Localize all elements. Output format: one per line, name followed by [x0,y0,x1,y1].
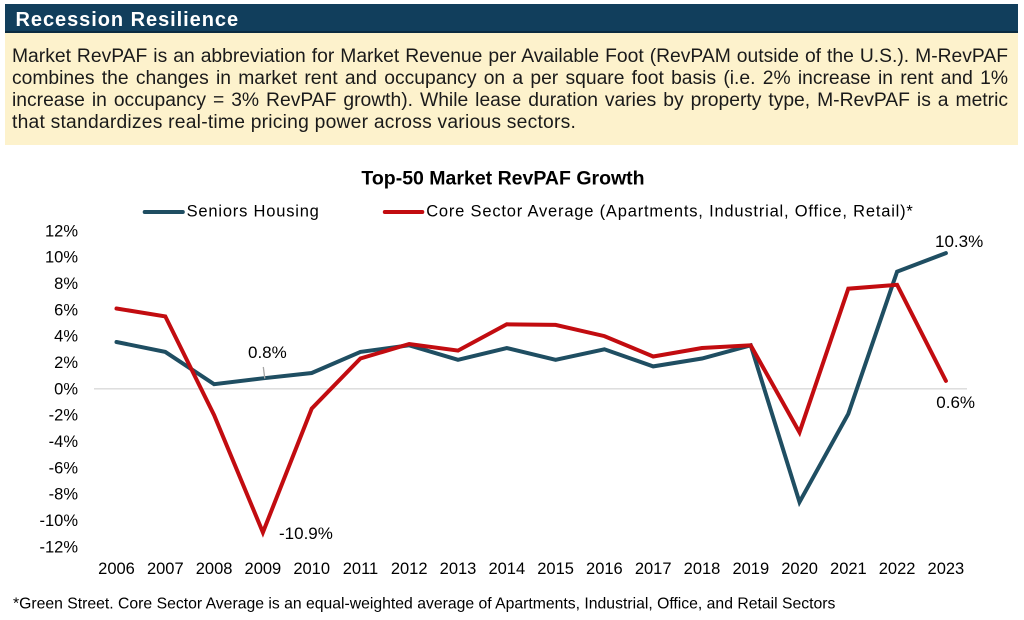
svg-text:8%: 8% [54,275,78,293]
svg-text:-4%: -4% [49,433,79,451]
svg-text:2011: 2011 [343,560,378,578]
svg-text:2009: 2009 [245,560,282,578]
svg-text:2010: 2010 [293,560,330,578]
svg-text:4%: 4% [54,328,78,346]
svg-text:2023: 2023 [928,560,965,578]
svg-text:*Green Street. Core Sector Ave: *Green Street. Core Sector Average is an… [13,596,835,613]
svg-text:0%: 0% [54,380,78,398]
svg-text:10%: 10% [45,249,78,267]
svg-text:-8%: -8% [49,486,79,504]
svg-text:2018: 2018 [684,560,721,578]
svg-text:2007: 2007 [147,560,184,578]
svg-text:2021: 2021 [830,560,867,578]
svg-text:2017: 2017 [635,560,672,578]
svg-text:0.6%: 0.6% [936,393,975,412]
svg-text:2022: 2022 [879,560,916,578]
svg-text:2015: 2015 [537,560,574,578]
svg-text:2013: 2013 [440,560,477,578]
svg-text:2020: 2020 [781,560,818,578]
svg-text:Top-50 Market RevPAF Growth: Top-50 Market RevPAF Growth [361,168,644,190]
svg-text:10.3%: 10.3% [935,232,983,251]
svg-text:2016: 2016 [586,560,623,578]
svg-text:-12%: -12% [39,538,78,556]
svg-text:-10.9%: -10.9% [279,524,333,543]
svg-text:-2%: -2% [49,407,79,425]
svg-text:2%: 2% [54,354,78,372]
svg-text:2008: 2008 [196,560,233,578]
svg-text:Seniors Housing: Seniors Housing [187,203,320,221]
svg-text:-6%: -6% [49,459,79,477]
svg-text:2012: 2012 [391,560,428,578]
svg-text:12%: 12% [45,222,78,240]
svg-text:2014: 2014 [488,560,525,578]
svg-text:2006: 2006 [98,560,135,578]
svg-text:-10%: -10% [39,512,78,530]
svg-text:0.8%: 0.8% [248,343,287,362]
svg-text:2019: 2019 [732,560,769,578]
svg-text:Core Sector Average (Apartment: Core Sector Average (Apartments, Industr… [426,203,913,221]
svg-text:6%: 6% [54,301,78,319]
